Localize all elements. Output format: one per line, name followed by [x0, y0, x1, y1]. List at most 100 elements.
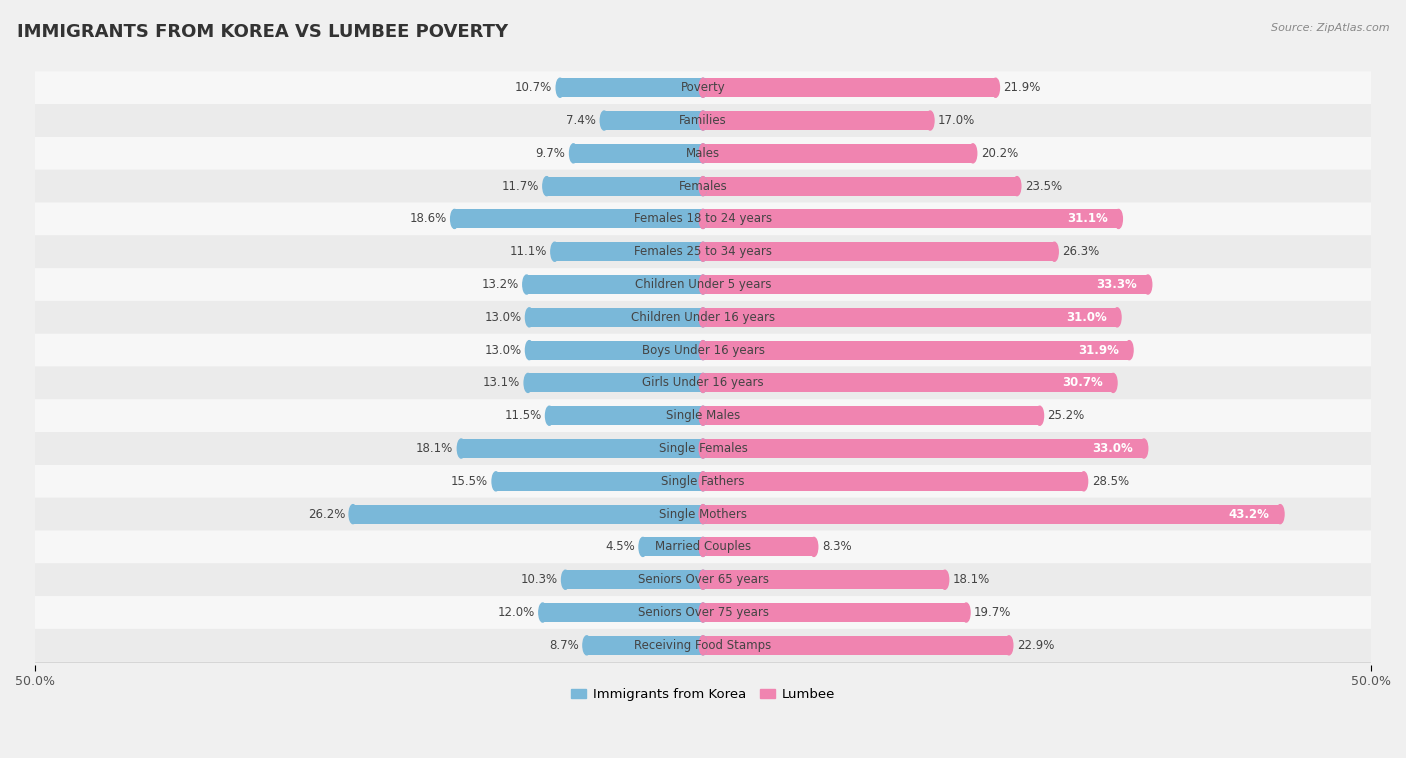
Circle shape: [699, 636, 707, 655]
Text: 4.5%: 4.5%: [605, 540, 636, 553]
Circle shape: [569, 144, 578, 163]
Text: Children Under 5 years: Children Under 5 years: [634, 278, 772, 291]
Circle shape: [600, 111, 607, 130]
Text: Source: ZipAtlas.com: Source: ZipAtlas.com: [1271, 23, 1389, 33]
Bar: [529, 374, 703, 393]
Circle shape: [699, 340, 707, 359]
FancyBboxPatch shape: [35, 71, 1371, 104]
Circle shape: [1114, 308, 1121, 327]
Text: 11.1%: 11.1%: [509, 246, 547, 258]
Bar: [703, 537, 814, 556]
Circle shape: [810, 537, 818, 556]
Circle shape: [699, 374, 707, 393]
Circle shape: [699, 471, 707, 491]
Circle shape: [699, 505, 707, 524]
Bar: [703, 275, 1147, 294]
Circle shape: [941, 570, 949, 589]
Text: Females 25 to 34 years: Females 25 to 34 years: [634, 246, 772, 258]
Text: IMMIGRANTS FROM KOREA VS LUMBEE POVERTY: IMMIGRANTS FROM KOREA VS LUMBEE POVERTY: [17, 23, 508, 41]
Circle shape: [1115, 209, 1122, 228]
Text: 18.6%: 18.6%: [409, 212, 447, 225]
Bar: [643, 537, 703, 556]
FancyBboxPatch shape: [35, 202, 1371, 235]
Bar: [703, 78, 995, 97]
FancyBboxPatch shape: [35, 334, 1371, 367]
Text: 13.0%: 13.0%: [484, 343, 522, 356]
Text: 22.9%: 22.9%: [1017, 639, 1054, 652]
Circle shape: [699, 570, 707, 589]
Circle shape: [699, 275, 707, 294]
Bar: [703, 636, 1010, 655]
Circle shape: [638, 537, 647, 556]
Bar: [703, 471, 1084, 491]
Text: 26.3%: 26.3%: [1063, 246, 1099, 258]
Text: 10.7%: 10.7%: [515, 81, 553, 94]
Circle shape: [523, 275, 530, 294]
Text: Single Females: Single Females: [658, 442, 748, 455]
Circle shape: [699, 603, 707, 622]
Text: 21.9%: 21.9%: [1004, 81, 1040, 94]
Circle shape: [526, 340, 533, 359]
Circle shape: [699, 471, 707, 491]
Text: 25.2%: 25.2%: [1047, 409, 1085, 422]
Circle shape: [349, 505, 357, 524]
Text: Males: Males: [686, 147, 720, 160]
Circle shape: [551, 243, 558, 262]
Text: 28.5%: 28.5%: [1091, 475, 1129, 488]
Circle shape: [524, 374, 531, 393]
Circle shape: [699, 177, 707, 196]
Text: 26.2%: 26.2%: [308, 508, 344, 521]
Bar: [703, 570, 945, 589]
Circle shape: [962, 603, 970, 622]
Text: Females: Females: [679, 180, 727, 193]
Circle shape: [927, 111, 934, 130]
FancyBboxPatch shape: [35, 629, 1371, 662]
Bar: [543, 603, 703, 622]
Text: 9.7%: 9.7%: [536, 147, 565, 160]
Circle shape: [699, 243, 707, 262]
Text: 31.0%: 31.0%: [1066, 311, 1107, 324]
Circle shape: [699, 243, 707, 262]
Circle shape: [699, 439, 707, 458]
Circle shape: [699, 505, 707, 524]
Text: 12.0%: 12.0%: [498, 606, 534, 619]
Text: 30.7%: 30.7%: [1062, 377, 1102, 390]
Circle shape: [543, 177, 551, 196]
FancyBboxPatch shape: [35, 465, 1371, 498]
Circle shape: [699, 537, 707, 556]
Text: 13.2%: 13.2%: [481, 278, 519, 291]
Bar: [703, 308, 1118, 327]
Circle shape: [457, 439, 465, 458]
Bar: [703, 603, 966, 622]
Text: 33.0%: 33.0%: [1092, 442, 1133, 455]
FancyBboxPatch shape: [35, 563, 1371, 596]
Text: Females 18 to 24 years: Females 18 to 24 years: [634, 212, 772, 225]
FancyBboxPatch shape: [35, 432, 1371, 465]
Circle shape: [991, 78, 1000, 97]
FancyBboxPatch shape: [35, 235, 1371, 268]
Bar: [574, 144, 703, 163]
Circle shape: [1080, 471, 1088, 491]
Circle shape: [699, 570, 707, 589]
Circle shape: [699, 406, 707, 425]
Bar: [703, 144, 973, 163]
Text: 31.1%: 31.1%: [1067, 212, 1108, 225]
Circle shape: [526, 308, 533, 327]
Circle shape: [699, 78, 707, 97]
Circle shape: [699, 308, 707, 327]
Text: Single Fathers: Single Fathers: [661, 475, 745, 488]
FancyBboxPatch shape: [35, 170, 1371, 202]
Circle shape: [583, 636, 591, 655]
Circle shape: [1109, 374, 1116, 393]
Bar: [586, 636, 703, 655]
Bar: [703, 340, 1129, 359]
Text: Married Couples: Married Couples: [655, 540, 751, 553]
Bar: [565, 570, 703, 589]
Circle shape: [699, 78, 707, 97]
Text: 8.3%: 8.3%: [821, 540, 852, 553]
Text: 33.3%: 33.3%: [1097, 278, 1137, 291]
Bar: [703, 177, 1017, 196]
FancyBboxPatch shape: [35, 137, 1371, 170]
FancyBboxPatch shape: [35, 301, 1371, 334]
FancyBboxPatch shape: [35, 367, 1371, 399]
